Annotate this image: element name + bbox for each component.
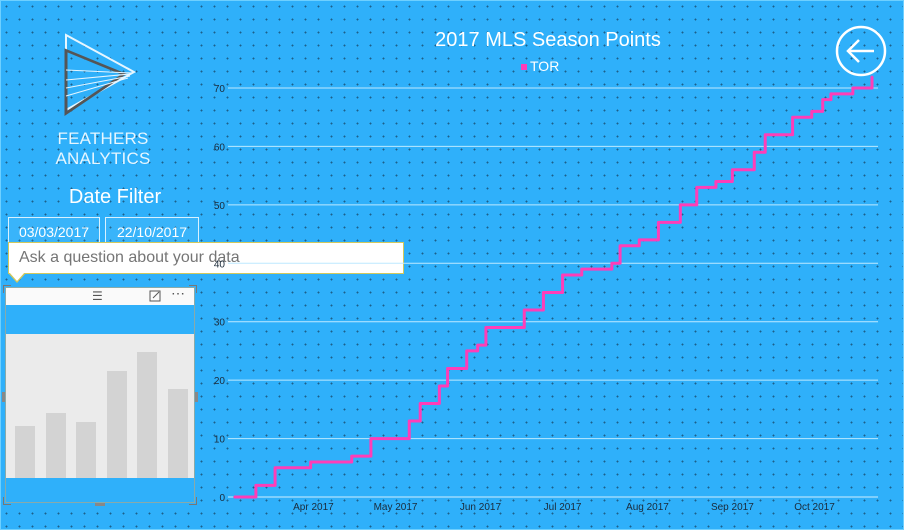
resize-handle-bottom[interactable]	[95, 503, 105, 506]
legend-label-tor: TOR	[530, 58, 559, 74]
y-tick-label: 40	[214, 259, 226, 270]
feathers-logo	[64, 33, 137, 116]
date-filter-title: Date Filter	[68, 186, 162, 208]
preview-bar	[137, 352, 157, 478]
x-tick-label: Apr 2017	[293, 502, 334, 513]
data-point-tor	[657, 221, 660, 224]
data-point-tor	[485, 326, 487, 329]
preview-bar	[106, 370, 127, 478]
preview-bar	[167, 389, 188, 478]
resize-corner-top-right[interactable]	[189, 285, 197, 293]
y-tick-label: 20	[214, 376, 226, 387]
y-tick-label: 50	[214, 201, 226, 212]
data-point-tor	[611, 262, 613, 265]
data-point-tor	[408, 420, 411, 422]
data-point-tor	[438, 385, 441, 387]
season-points-chart[interactable]: 2017 MLS Season Points TOR 0 10 20 30 40 50 60 70…	[200, 0, 904, 530]
qa-question-box[interactable]	[8, 242, 404, 274]
data-point-tor	[802, 116, 805, 119]
chart-title: 2017 MLS Season Points	[435, 29, 661, 51]
visual-top-band	[6, 305, 194, 334]
data-point-tor	[619, 244, 621, 247]
x-tick-label: Jun 2017	[460, 502, 502, 513]
y-tick-label: 60	[214, 142, 226, 153]
back-button[interactable]	[834, 24, 888, 78]
qa-input[interactable]	[9, 243, 403, 273]
brand-name: FEATHERS ANALYTICS	[55, 129, 151, 168]
y-tick-label: 70	[214, 84, 226, 95]
data-point-tor	[821, 98, 824, 101]
data-point-tor	[753, 151, 756, 154]
data-point-tor	[871, 75, 873, 78]
qa-preview-visual[interactable]: ☰ ⋯	[2, 285, 198, 506]
preview-bar	[76, 422, 96, 478]
qa-callout-pointer-fill	[9, 272, 25, 281]
focus-mode-icon[interactable]	[149, 290, 161, 302]
y-tick-label: 10	[214, 435, 226, 446]
resize-corner-top-left[interactable]	[3, 285, 11, 293]
data-point-tor	[715, 180, 717, 183]
data-point-tor	[580, 268, 583, 270]
resize-handle-right[interactable]	[195, 392, 198, 402]
data-point-tor	[852, 87, 854, 89]
data-point-tor	[446, 367, 449, 370]
visual-header: ☰ ⋯	[6, 285, 194, 305]
data-point-tor	[731, 169, 734, 171]
legend-marker-tor	[521, 64, 527, 70]
data-point-tor	[542, 291, 545, 294]
visual-bottom-band	[6, 478, 194, 502]
data-point-tor	[523, 309, 526, 311]
y-tick-label: 0	[219, 493, 225, 504]
data-point-tor	[679, 204, 682, 206]
data-point-tor	[810, 110, 813, 113]
y-tick-label: 30	[214, 318, 226, 329]
drag-handle-icon[interactable]: ☰	[92, 289, 103, 303]
data-point-tor	[764, 133, 767, 136]
data-point-tor	[561, 274, 564, 276]
data-point-tor	[695, 186, 698, 189]
resize-corner-bottom-left[interactable]	[3, 497, 11, 505]
data-point-tor	[255, 484, 257, 487]
x-tick-label: Aug 2017	[626, 502, 669, 513]
data-point-tor	[419, 402, 421, 405]
x-tick-label: Oct 2017	[794, 502, 835, 513]
data-point-tor	[465, 350, 468, 352]
x-tick-label: Sep 2017	[711, 502, 754, 513]
preview-bar	[15, 425, 35, 478]
series-line-tor	[234, 76, 874, 499]
data-point-tor	[274, 466, 276, 469]
data-point-tor	[370, 437, 372, 440]
resize-corner-bottom-right[interactable]	[189, 497, 197, 505]
data-point-tor	[233, 496, 235, 498]
preview-bar	[45, 412, 66, 478]
data-point-tor	[476, 344, 479, 346]
data-point-tor	[350, 455, 353, 457]
more-options-icon[interactable]: ⋯	[171, 285, 185, 301]
resize-handle-left[interactable]	[2, 392, 5, 402]
data-point-tor	[772, 133, 775, 136]
data-point-tor	[830, 93, 832, 95]
x-tick-label: Jul 2017	[544, 502, 582, 513]
data-point-tor	[309, 461, 312, 463]
data-point-tor	[791, 116, 794, 119]
x-tick-label: May 2017	[374, 502, 418, 513]
data-point-tor	[638, 239, 641, 241]
back-arrow-icon	[846, 39, 874, 63]
